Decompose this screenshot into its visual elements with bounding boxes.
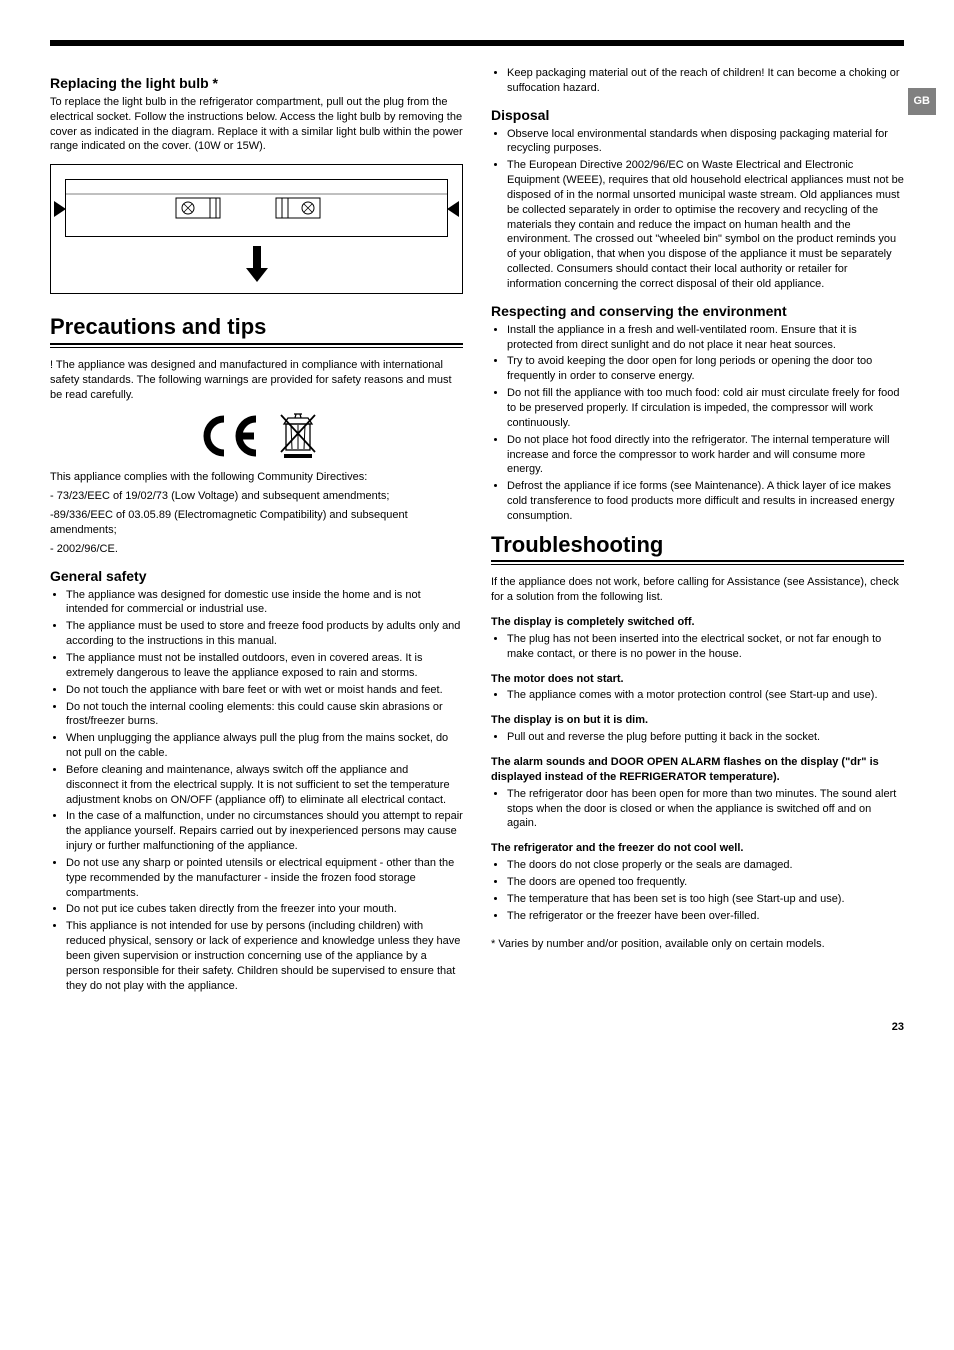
directives-intro: This appliance complies with the followi…: [50, 470, 463, 485]
list-item: Defrost the appliance if ice forms (see …: [507, 479, 904, 524]
list-item: Before cleaning and maintenance, always …: [66, 763, 463, 808]
arrow-icon: [54, 201, 66, 217]
replace-bulb-body: To replace the light bulb in the refrige…: [50, 95, 463, 154]
list-item: The refrigerator or the freezer have bee…: [507, 909, 904, 924]
footnote: * Varies by number and/or position, avai…: [491, 937, 904, 952]
directive-3: - 2002/96/CE.: [50, 542, 463, 557]
bulb-diagram: [50, 164, 463, 294]
list-item: This appliance is not intended for use b…: [66, 919, 463, 993]
list-item: The plug has not been inserted into the …: [507, 632, 904, 662]
trouble-item-heading: The display is completely switched off.: [491, 615, 904, 630]
list-item: Try to avoid keeping the door open for l…: [507, 354, 904, 384]
right-column: Keep packaging material out of the reach…: [491, 64, 904, 1000]
list-item: The appliance was designed for domestic …: [66, 588, 463, 618]
left-column: Replacing the light bulb * To replace th…: [50, 64, 463, 1000]
directive-1: - 73/23/EEC of 19/02/73 (Low Voltage) an…: [50, 489, 463, 504]
list-item: The temperature that has been set is too…: [507, 892, 904, 907]
list-item: Do not touch the internal cooling elemen…: [66, 700, 463, 730]
arrow-icon: [447, 201, 459, 217]
list-item: Pull out and reverse the plug before put…: [507, 730, 904, 745]
ce-mark-icon: [196, 415, 266, 457]
list-item: Do not put ice cubes taken directly from…: [66, 902, 463, 917]
general-safety-heading: General safety: [50, 567, 463, 586]
precautions-intro: ! The appliance was designed and manufac…: [50, 358, 463, 403]
disposal-heading: Disposal: [491, 106, 904, 125]
list-item: The doors do not close properly or the s…: [507, 858, 904, 873]
list-item: Do not fill the appliance with too much …: [507, 386, 904, 431]
trouble-item-heading: The refrigerator and the freezer do not …: [491, 841, 904, 856]
list-item: Do not place hot food directly into the …: [507, 433, 904, 478]
list-item: When unplugging the appliance always pul…: [66, 731, 463, 761]
respect-heading: Respecting and conserving the environmen…: [491, 302, 904, 321]
disposal-list: Observe local environmental standards wh…: [491, 127, 904, 292]
list-item: Do not use any sharp or pointed utensils…: [66, 856, 463, 901]
language-tab: GB: [908, 88, 937, 115]
list-item: Do not touch the appliance with bare fee…: [66, 683, 463, 698]
weee-bin-icon: [278, 412, 318, 460]
trouble-item-heading: The alarm sounds and DOOR OPEN ALARM fla…: [491, 755, 904, 785]
list-item: The appliance must not be installed outd…: [66, 651, 463, 681]
general-safety-list: The appliance was designed for domestic …: [50, 588, 463, 994]
respect-list: Install the appliance in a fresh and wel…: [491, 323, 904, 524]
trouble-item-heading: The display is on but it is dim.: [491, 713, 904, 728]
arrow-down-icon: [242, 246, 272, 287]
trouble-intro: If the appliance does not work, before c…: [491, 575, 904, 605]
trouble-item-heading: The motor does not start.: [491, 672, 904, 687]
replace-bulb-heading: Replacing the light bulb *: [50, 74, 463, 93]
list-item: Observe local environmental standards wh…: [507, 127, 904, 157]
troubleshooting-heading: Troubleshooting: [491, 530, 904, 563]
list-item: The appliance comes with a motor protect…: [507, 688, 904, 703]
list-item: The refrigerator door has been open for …: [507, 787, 904, 832]
list-item: The appliance must be used to store and …: [66, 619, 463, 649]
list-item: In the case of a malfunction, under no c…: [66, 809, 463, 854]
list-item: Install the appliance in a fresh and wel…: [507, 323, 904, 353]
directive-2: -89/336/EEC of 03.05.89 (Electromagnetic…: [50, 508, 463, 538]
page-number: 23: [50, 1020, 904, 1035]
header-rule: [50, 40, 904, 46]
list-item: The European Directive 2002/96/EC on Was…: [507, 158, 904, 292]
list-item: The doors are opened too frequently.: [507, 875, 904, 890]
list-item: Keep packaging material out of the reach…: [507, 66, 904, 96]
precautions-heading: Precautions and tips: [50, 312, 463, 345]
